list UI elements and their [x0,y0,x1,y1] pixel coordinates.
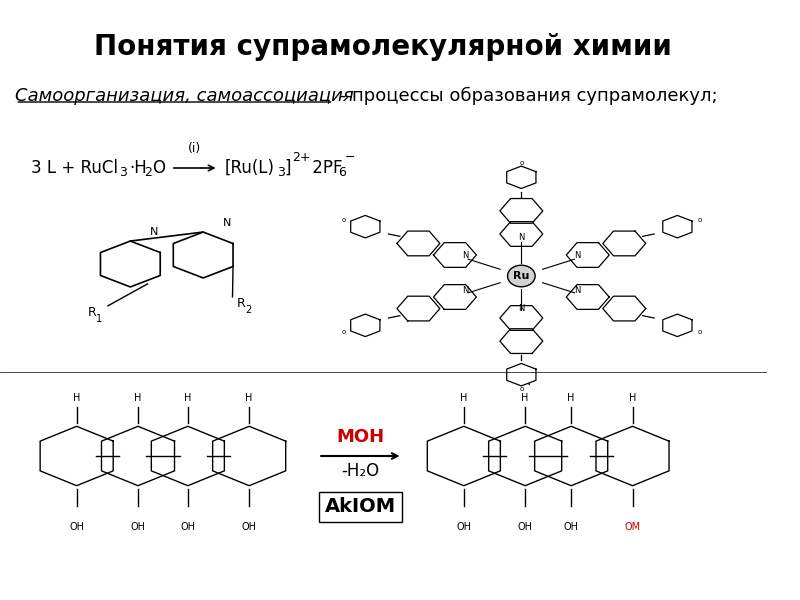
Text: N: N [518,233,525,242]
Text: o: o [519,160,523,166]
Text: - процессы образования супрамолекул;: - процессы образования супрамолекул; [334,87,717,105]
Text: H: H [567,393,575,403]
Text: H: H [522,393,529,403]
Text: N: N [574,286,581,295]
Text: N: N [462,286,468,295]
Text: 2: 2 [144,166,152,179]
Text: −: − [345,151,355,164]
Text: 2: 2 [245,305,251,316]
Text: .: . [527,374,531,388]
Text: H: H [184,393,191,403]
Text: OH: OH [564,522,578,532]
Text: OH: OH [130,522,146,532]
Text: N: N [150,227,158,236]
Text: MOH: MOH [336,428,384,446]
Text: H: H [134,393,142,403]
Text: ·H: ·H [129,159,146,177]
Text: (i): (i) [188,142,202,155]
Text: OH: OH [456,522,471,532]
Text: o: o [697,329,702,335]
Text: OH: OH [242,522,257,532]
Text: Самоорганизация, самоассоциация: Самоорганизация, самоассоциация [15,87,354,105]
Text: 2PF: 2PF [307,159,343,177]
Text: N: N [223,218,231,227]
Text: H: H [629,393,636,403]
Text: 3: 3 [119,166,126,179]
Text: N: N [518,304,525,313]
Text: H: H [460,393,467,403]
Text: OH: OH [180,522,195,532]
Text: 3 L + RuCl: 3 L + RuCl [30,159,118,177]
Text: OH: OH [69,522,84,532]
Text: H: H [73,393,80,403]
Text: R: R [237,297,246,310]
Text: OH: OH [518,522,533,532]
Text: 2+: 2+ [292,151,310,164]
Text: AkIOM: AkIOM [325,497,396,517]
Text: o: o [697,217,702,223]
Circle shape [507,265,535,287]
Text: [Ru(L): [Ru(L) [225,159,274,177]
Text: o: o [519,386,523,392]
Text: Ru: Ru [513,271,530,281]
Text: 6: 6 [338,166,346,179]
Text: 1: 1 [96,314,102,325]
Text: N: N [574,251,581,260]
Text: o: o [342,217,346,223]
Text: OM: OM [625,522,641,532]
Text: H: H [246,393,253,403]
Text: -H₂O: -H₂O [342,462,379,480]
Text: o: o [342,329,346,335]
Text: O: O [152,159,165,177]
Text: R: R [88,306,97,319]
Text: Понятия супрамолекулярной химии: Понятия супрамолекулярной химии [94,33,672,61]
Text: ]: ] [285,159,291,177]
Text: 3: 3 [277,166,285,179]
Text: N: N [462,251,468,260]
